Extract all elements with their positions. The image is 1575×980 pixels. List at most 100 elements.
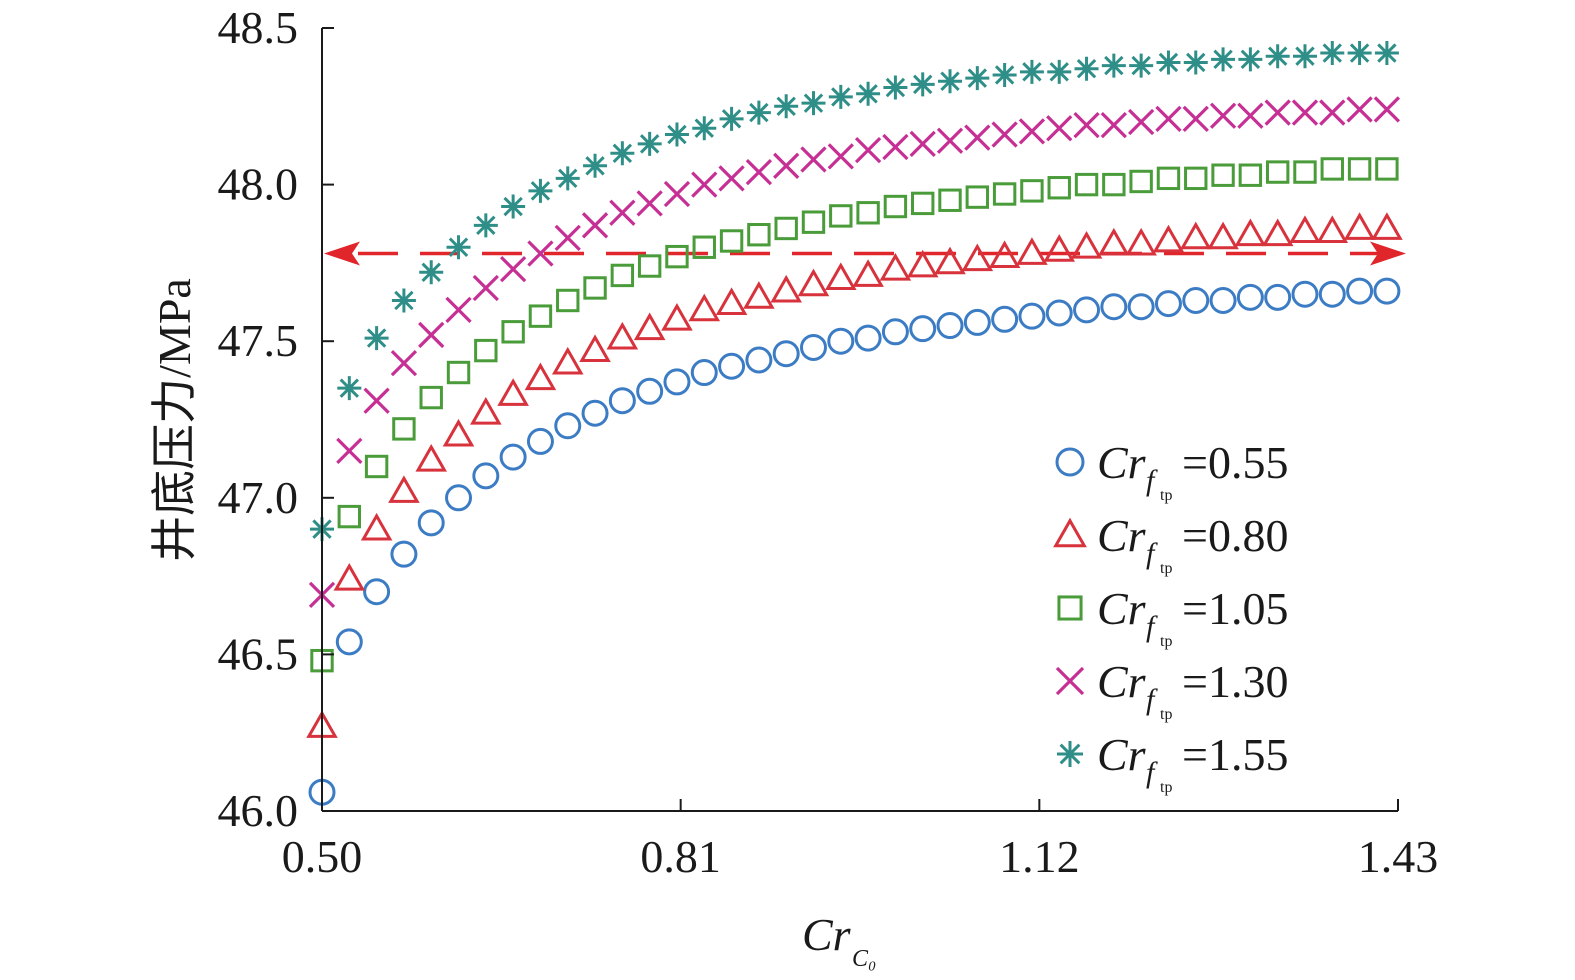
legend-entry: Cr f tp =0.55 — [1055, 437, 1288, 504]
data-point — [419, 385, 443, 410]
data-point — [1211, 47, 1236, 72]
data-point — [1319, 99, 1346, 126]
data-point — [690, 359, 718, 387]
legend-sub-f: f — [1146, 610, 1158, 643]
data-point — [965, 66, 990, 91]
data-point — [1374, 41, 1399, 66]
data-point — [1261, 218, 1294, 247]
data-point — [829, 204, 853, 228]
data-point — [637, 254, 662, 278]
data-point — [1291, 99, 1319, 126]
data-point — [688, 293, 721, 322]
data-point — [364, 326, 389, 351]
data-point — [473, 213, 498, 238]
y-tick-label: 46.0 — [218, 785, 299, 836]
data-point — [527, 240, 554, 267]
data-point — [774, 216, 798, 241]
data-point — [446, 235, 471, 260]
reference-line — [324, 241, 1406, 266]
data-point — [1265, 160, 1290, 184]
data-point — [497, 378, 529, 406]
legend-cr: Cr — [1097, 656, 1147, 707]
data-point — [364, 454, 389, 479]
legend-cr: Cr — [1097, 437, 1147, 488]
legend-marker — [1055, 447, 1085, 477]
data-point — [1237, 102, 1264, 129]
data-point — [827, 143, 854, 170]
data-point — [1043, 234, 1076, 262]
data-point — [965, 185, 990, 209]
series-asterisk — [310, 41, 1399, 542]
data-point — [909, 315, 937, 343]
data-point — [579, 334, 611, 362]
data-point — [882, 133, 909, 161]
data-point — [556, 288, 580, 313]
data-point — [337, 376, 362, 401]
data-point — [1293, 160, 1317, 184]
data-point — [1292, 44, 1317, 69]
data-point — [388, 475, 420, 503]
data-point — [1373, 277, 1401, 305]
data-point — [581, 212, 609, 239]
data-point — [610, 141, 635, 166]
legend-value: =0.55 — [1182, 437, 1288, 488]
data-point — [1070, 231, 1103, 259]
data-point — [992, 182, 1017, 206]
x-tick-label: 1.12 — [999, 831, 1080, 882]
data-point — [1019, 59, 1044, 84]
legend-marker — [1057, 741, 1083, 767]
data-point — [1207, 221, 1239, 250]
data-point — [1155, 105, 1182, 132]
data-point — [1127, 293, 1155, 321]
data-point — [1375, 157, 1399, 181]
data-point — [715, 287, 748, 316]
legend-marker — [1055, 666, 1085, 696]
y-tick-label: 46.5 — [218, 628, 299, 679]
data-point — [1320, 157, 1344, 181]
data-point — [391, 288, 416, 313]
data-point — [988, 240, 1021, 269]
data-point — [1183, 50, 1208, 75]
data-point — [1098, 227, 1130, 256]
data-point — [636, 377, 664, 405]
data-point — [445, 296, 472, 324]
data-point — [991, 305, 1019, 333]
y-tick-label: 47.5 — [218, 315, 299, 366]
data-point — [934, 246, 966, 275]
data-point — [472, 274, 499, 302]
x-axis-title: Cr — [802, 909, 852, 960]
data-point — [938, 69, 963, 94]
data-point — [1316, 215, 1349, 243]
data-point — [1289, 215, 1321, 243]
data-point — [1129, 53, 1154, 78]
data-point — [526, 427, 554, 455]
data-point — [609, 199, 636, 226]
data-point — [964, 124, 991, 151]
data-point — [663, 180, 691, 208]
data-point — [746, 100, 771, 125]
x-axis-title-sub: C₀ — [852, 946, 876, 972]
data-point — [583, 276, 607, 300]
series-triangle — [306, 212, 1403, 738]
data-point — [1129, 169, 1153, 194]
data-point — [500, 256, 527, 283]
data-point — [1347, 157, 1372, 181]
data-point — [743, 281, 775, 309]
data-point — [852, 259, 884, 287]
legend-cr: Cr — [1097, 729, 1147, 780]
data-point — [906, 249, 939, 278]
data-point — [1074, 56, 1099, 81]
data-point — [333, 563, 366, 591]
data-point — [1156, 166, 1181, 191]
data-point — [392, 417, 416, 441]
x-tick-label: 0.50 — [282, 831, 363, 882]
legend-entry: Cr f tp =0.80 — [1053, 510, 1288, 577]
data-point — [800, 146, 827, 173]
data-point — [691, 171, 718, 198]
left-arrowhead — [324, 241, 360, 266]
data-point — [501, 320, 525, 344]
legend-sub-tp: tp — [1160, 633, 1172, 650]
data-point — [442, 418, 475, 447]
series-markers — [306, 41, 1403, 806]
